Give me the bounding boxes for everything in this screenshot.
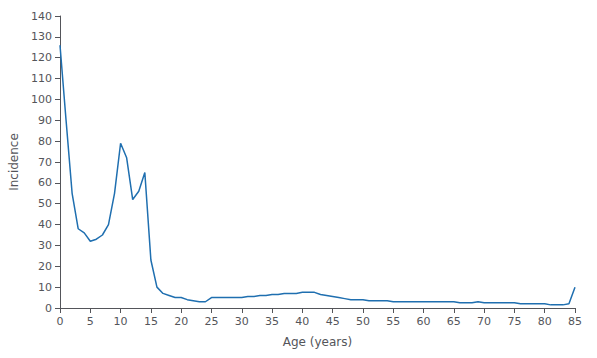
svg-text:100: 100	[31, 93, 52, 106]
svg-text:40: 40	[38, 218, 52, 231]
svg-text:Incidence: Incidence	[7, 133, 21, 191]
svg-text:0: 0	[45, 302, 52, 315]
svg-text:60: 60	[417, 315, 431, 328]
svg-text:15: 15	[144, 315, 158, 328]
svg-text:30: 30	[235, 315, 249, 328]
svg-text:65: 65	[447, 315, 461, 328]
svg-text:0: 0	[57, 315, 64, 328]
svg-text:10: 10	[114, 315, 128, 328]
svg-text:25: 25	[204, 315, 218, 328]
svg-text:70: 70	[38, 156, 52, 169]
svg-text:70: 70	[477, 315, 491, 328]
svg-text:90: 90	[38, 114, 52, 127]
svg-text:120: 120	[31, 51, 52, 64]
svg-text:55: 55	[386, 315, 400, 328]
svg-text:50: 50	[38, 197, 52, 210]
svg-text:20: 20	[38, 260, 52, 273]
svg-text:80: 80	[38, 135, 52, 148]
svg-text:85: 85	[568, 315, 582, 328]
svg-text:80: 80	[538, 315, 552, 328]
svg-text:60: 60	[38, 176, 52, 189]
svg-text:75: 75	[507, 315, 521, 328]
svg-text:40: 40	[295, 315, 309, 328]
svg-text:110: 110	[31, 72, 52, 85]
svg-text:50: 50	[356, 315, 370, 328]
svg-text:30: 30	[38, 239, 52, 252]
svg-text:45: 45	[326, 315, 340, 328]
svg-text:10: 10	[38, 281, 52, 294]
svg-text:35: 35	[265, 315, 279, 328]
svg-text:Age (years): Age (years)	[283, 335, 352, 349]
svg-text:5: 5	[87, 315, 94, 328]
svg-text:20: 20	[174, 315, 188, 328]
svg-text:140: 140	[31, 10, 52, 23]
svg-text:130: 130	[31, 30, 52, 43]
